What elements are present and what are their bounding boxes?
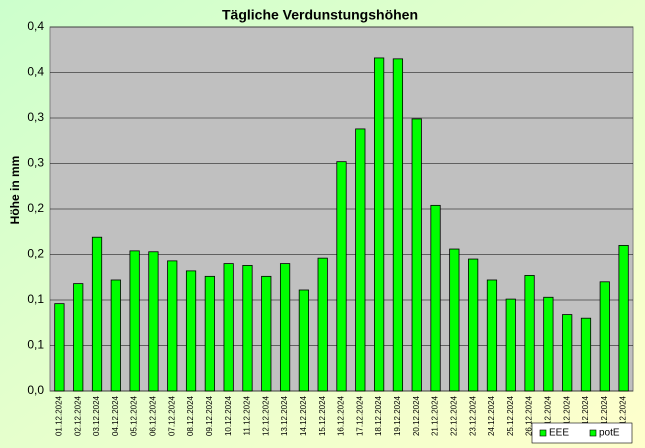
bar xyxy=(430,204,441,392)
bar xyxy=(54,303,65,392)
bar xyxy=(599,281,610,392)
y-tick-label: 0,1 xyxy=(27,338,44,352)
bar xyxy=(242,265,253,392)
bar xyxy=(449,248,460,392)
y-tick-label: 0,2 xyxy=(27,247,44,261)
x-tick-label: 20.12.2024 xyxy=(412,395,421,436)
legend-box xyxy=(531,422,633,444)
x-tick-label: 02.12.2024 xyxy=(73,395,82,436)
x-tick-label: 03.12.2024 xyxy=(92,395,101,436)
x-tick-label: 27.12.2024 xyxy=(543,395,552,436)
bar xyxy=(392,58,404,392)
x-tick-label: 09.12.2024 xyxy=(205,395,214,436)
x-tick-label: 23.12.2024 xyxy=(468,395,477,436)
x-tick-label: 16.12.2024 xyxy=(337,395,346,436)
bar xyxy=(618,244,629,392)
y-tick-label: 0,3 xyxy=(27,110,44,124)
chart-title: Tägliche Verdunstungshöhen xyxy=(222,7,418,23)
y-axis-label: Höhe in mm xyxy=(8,156,22,225)
bar xyxy=(204,275,215,392)
bar xyxy=(355,128,366,392)
bar xyxy=(148,251,159,392)
bar xyxy=(411,118,422,392)
bar xyxy=(317,257,328,392)
y-tick-label: 0,1 xyxy=(27,292,44,306)
x-tick-label: 15.12.2024 xyxy=(318,395,327,436)
x-tick-label: 21.12.2024 xyxy=(431,395,440,436)
x-tick-label: 22.12.2024 xyxy=(449,395,458,436)
y-tick-label: 0,0 xyxy=(27,383,44,397)
x-tick-label: 04.12.2024 xyxy=(111,395,120,436)
x-tick-label: 12.12.2024 xyxy=(261,395,270,436)
x-tick-label: 11.12.2024 xyxy=(243,395,252,435)
bar xyxy=(279,263,291,392)
bar xyxy=(374,57,385,392)
y-tick-label: 0,3 xyxy=(27,156,44,170)
x-tick-label: 31.12.2024 xyxy=(619,395,628,436)
bar xyxy=(505,298,516,392)
x-tick-label: 30.12.2024 xyxy=(600,395,609,436)
bar xyxy=(129,250,140,392)
x-tick-label: 07.12.2024 xyxy=(167,395,176,436)
bar xyxy=(110,279,121,392)
bar xyxy=(261,275,272,392)
x-tick-label: 08.12.2024 xyxy=(186,395,195,436)
x-tick-label: 13.12.2024 xyxy=(280,395,289,436)
legend-label: EEE xyxy=(549,428,569,439)
bar xyxy=(167,260,178,392)
y-tick-label: 0,4 xyxy=(27,19,44,33)
x-tick-label: 10.12.2024 xyxy=(224,395,233,436)
bar xyxy=(73,283,84,392)
x-tick-label: 26.12.2024 xyxy=(525,395,534,436)
x-tick-label: 17.12.2024 xyxy=(355,395,364,436)
x-tick-label: 19.12.2024 xyxy=(393,395,402,436)
x-tick-label: 14.12.2024 xyxy=(299,395,308,436)
x-tick-label: 24.12.2024 xyxy=(487,395,496,436)
bar xyxy=(185,270,197,392)
bar xyxy=(543,296,554,392)
bar xyxy=(524,275,535,392)
x-tick-label: 18.12.2024 xyxy=(374,395,383,436)
bar xyxy=(336,161,347,392)
y-tick-label: 0,4 xyxy=(27,65,44,79)
bar xyxy=(562,314,573,392)
y-tick-label: 0,2 xyxy=(27,201,44,215)
bar xyxy=(468,258,479,392)
x-tick-label: 25.12.2024 xyxy=(506,395,515,436)
x-tick-label: 29.12.2024 xyxy=(581,395,590,436)
x-tick-label: 28.12.2024 xyxy=(562,395,571,436)
bar xyxy=(298,289,309,392)
x-tick-label: 06.12.2024 xyxy=(149,395,158,436)
legend-swatch xyxy=(589,429,597,437)
bar xyxy=(223,263,234,392)
bar xyxy=(91,236,103,392)
legend-swatch xyxy=(539,429,547,437)
bar xyxy=(486,279,498,392)
bar xyxy=(580,317,592,392)
legend-label: potE xyxy=(599,428,620,439)
x-tick-label: 01.12.2024 xyxy=(55,395,64,436)
x-tick-label: 05.12.2024 xyxy=(130,395,139,436)
